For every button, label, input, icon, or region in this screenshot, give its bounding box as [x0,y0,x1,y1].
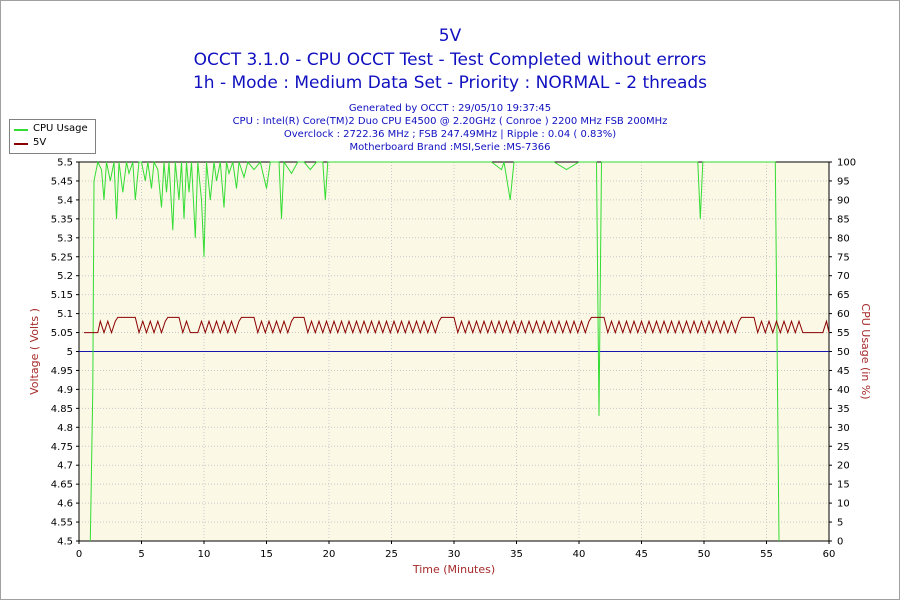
y-left-tick-label: 5.15 [51,290,73,301]
y-left-tick-label: 5.5 [57,158,73,169]
info-cpu: CPU : Intel(R) Core(TM)2 Duo CPU E4500 @… [232,116,668,127]
y-left-tick-label: 5.35 [51,214,73,225]
x-tick-label: 5 [138,549,144,560]
y-right-axis-label: CPU Usage (in %) [859,303,872,399]
y-right-tick-label: 45 [837,366,850,377]
y-left-axis-label: Voltage ( Volts ) [28,308,41,395]
chart-title: 5V [438,26,462,46]
y-right-tick-label: 15 [837,480,850,491]
info-overclock: Overclock : 2722.36 MHz ; FSB 247.49MHz … [283,129,617,140]
y-left-tick-label: 4.5 [57,537,73,548]
y-right-tick-label: 60 [837,309,850,320]
x-tick-label: 20 [323,549,336,560]
x-tick-label: 25 [385,549,398,560]
x-tick-label: 0 [76,549,82,560]
y-right-tick-label: 70 [837,271,850,282]
y-right-tick-label: 95 [837,176,850,187]
y-left-tick-label: 5.45 [51,176,73,187]
y-right-tick-label: 30 [837,423,850,434]
y-right-tick-label: 85 [837,214,850,225]
y-right-tick-label: 10 [837,499,850,510]
y-left-tick-label: 4.6 [57,499,73,510]
y-right-tick-label: 55 [837,328,850,339]
info-generated: Generated by OCCT : 29/05/10 19:37:45 [348,103,552,114]
y-left-tick-label: 5.1 [57,309,73,320]
chart-subtitle-test: OCCT 3.1.0 - CPU OCCT Test - Test Comple… [193,50,707,70]
y-left-tick-label: 5.25 [51,252,73,263]
y-left-tick-label: 4.7 [57,461,73,472]
y-right-tick-label: 75 [837,252,850,263]
legend-label-5v: 5V [33,137,47,148]
y-right-tick-label: 40 [837,385,850,396]
series-line-5v [84,316,829,335]
y-right-tick-label: 25 [837,442,850,453]
y-left-tick-label: 5 [67,347,73,358]
x-tick-label: 10 [198,549,211,560]
series-line-cpu-usage [89,161,780,542]
y-left-tick-label: 5.05 [51,328,73,339]
y-left-tick-label: 5.2 [57,271,73,282]
y-right-tick-label: 35 [837,404,850,415]
y-left-tick-label: 4.65 [51,480,73,491]
x-tick-label: 30 [448,549,461,560]
legend-label-cpu-usage: CPU Usage [33,123,88,134]
x-tick-label: 40 [573,549,586,560]
y-left-tick-label: 4.85 [51,404,73,415]
x-tick-label: 55 [760,549,773,560]
y-right-tick-label: 65 [837,290,850,301]
x-tick-label: 35 [510,549,523,560]
x-tick-label: 50 [698,549,711,560]
x-tick-label: 45 [635,549,648,560]
y-left-tick-label: 5.3 [57,233,73,244]
legend-swatch-5v [14,143,28,145]
legend: CPU Usage 5V [9,119,96,154]
y-left-tick-label: 4.8 [57,423,73,434]
y-left-tick-label: 4.95 [51,366,73,377]
legend-swatch-cpu-usage [14,129,28,131]
y-right-tick-label: 5 [837,518,843,529]
y-right-tick-label: 0 [837,537,843,548]
y-right-tick-label: 80 [837,233,850,244]
chart-subtitle-mode: 1h - Mode : Medium Data Set - Priority :… [192,73,708,93]
y-right-tick-label: 90 [837,195,850,206]
info-motherboard: Motherboard Brand :MSI,Serie :MS-7366 [349,142,551,153]
y-left-tick-label: 4.55 [51,518,73,529]
x-tick-label: 15 [260,549,273,560]
y-right-tick-label: 100 [837,158,856,169]
y-left-tick-label: 4.9 [57,385,73,396]
x-axis-label: Time (Minutes) [412,563,495,576]
x-tick-label: 60 [823,549,836,560]
y-right-tick-label: 50 [837,347,850,358]
y-right-tick-label: 20 [837,461,850,472]
y-left-tick-label: 5.4 [57,195,73,206]
y-left-tick-label: 4.75 [51,442,73,453]
